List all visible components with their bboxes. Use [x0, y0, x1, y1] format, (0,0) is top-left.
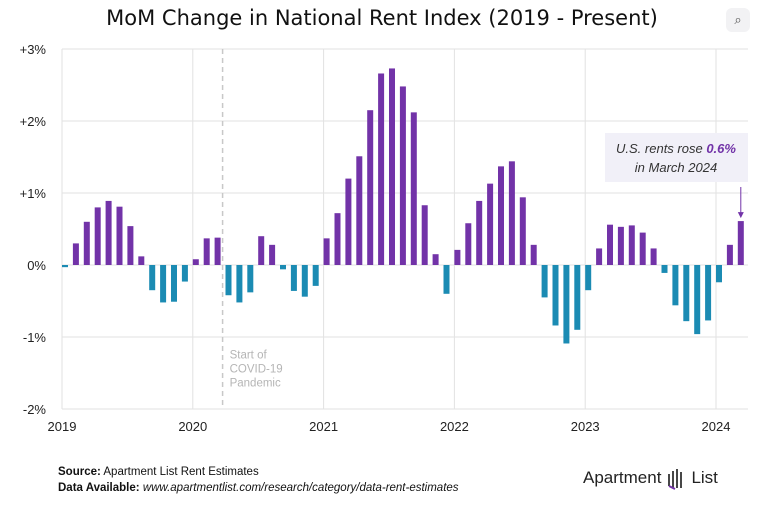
bar [399, 86, 406, 265]
bar [247, 265, 254, 293]
y-tick-label: +1% [20, 186, 47, 201]
callout-text: U.S. rents rose 0.6% [616, 141, 736, 156]
bar [203, 238, 210, 265]
bar [574, 265, 581, 330]
data-label: Data Available: [58, 482, 140, 494]
bar [389, 68, 395, 265]
bar [617, 226, 624, 265]
bar [225, 265, 232, 296]
bar [476, 200, 483, 265]
image-search-icon[interactable]: ⌕ [726, 8, 750, 32]
bar [737, 221, 744, 265]
bar [465, 223, 472, 265]
bar [62, 265, 68, 268]
logo-mark-icon [668, 469, 683, 490]
bar [694, 265, 701, 335]
bar [552, 265, 559, 326]
bar [116, 206, 123, 265]
bar [454, 249, 461, 265]
source-label: Source: [58, 466, 101, 478]
bar [334, 213, 341, 265]
source-text: Apartment List Rent Estimates [103, 466, 259, 478]
bar [726, 244, 733, 265]
bar [269, 244, 276, 265]
bar [280, 265, 286, 270]
bar [236, 265, 243, 303]
bar [563, 265, 570, 344]
bar [498, 166, 504, 265]
bar [160, 265, 167, 303]
bar [138, 256, 145, 265]
bar [312, 265, 319, 286]
chart-title: MoM Change in National Rent Index (2019 … [106, 6, 658, 30]
bar [650, 248, 657, 265]
bar [628, 225, 635, 265]
x-tick-label: 2024 [702, 419, 731, 434]
y-tick-label: +3% [20, 42, 47, 57]
x-tick-label: 2020 [178, 419, 207, 434]
x-tick-label: 2022 [440, 419, 469, 434]
bar [432, 254, 439, 265]
covid-annotation: Pandemic [230, 378, 281, 390]
x-tick-label: 2023 [571, 419, 600, 434]
bar [410, 112, 417, 265]
bar [356, 156, 363, 265]
callout-text-line2: in March 2024 [635, 160, 717, 175]
bar [596, 248, 603, 265]
bar [661, 265, 668, 273]
callout-box [605, 133, 748, 182]
bar [607, 224, 613, 265]
bar [127, 226, 134, 265]
data-url[interactable]: www.apartmentlist.com/research/category/… [142, 482, 459, 494]
bar [214, 237, 221, 265]
y-tick-label: +2% [20, 114, 47, 129]
bar [443, 265, 450, 294]
bar [683, 265, 690, 322]
bar [192, 259, 199, 265]
chart-plot: -2% -1% 0% +1% +2% +3% 2019 2020 2021 2022 2023 202… [20, 42, 748, 434]
bar [345, 178, 352, 265]
x-tick-label: 2021 [309, 419, 338, 434]
bar [171, 265, 177, 302]
bar [541, 265, 548, 298]
y-tick-label: -2% [23, 402, 47, 417]
bar [519, 197, 526, 265]
bar [301, 265, 308, 297]
bar [94, 207, 101, 265]
bar [705, 265, 712, 321]
y-tick-label: -1% [23, 330, 47, 345]
bar [508, 161, 515, 265]
bar [672, 265, 679, 306]
bar [530, 244, 537, 265]
callout-arrowhead-icon [737, 212, 744, 219]
bar [639, 232, 646, 265]
y-tick-label: 0% [27, 258, 46, 273]
bar [290, 265, 297, 291]
bar [105, 200, 112, 265]
bar [181, 265, 188, 282]
logo-left: Apartment [583, 468, 662, 487]
footer: Source: Apartment List Rent Estimates Da… [58, 464, 459, 496]
bar [367, 110, 374, 265]
bar [716, 265, 722, 283]
covid-annotation: Start of [230, 350, 268, 362]
bar [149, 265, 156, 291]
bar [421, 205, 428, 265]
x-tick-label: 2019 [48, 419, 77, 434]
bar [487, 183, 494, 265]
bar [323, 238, 330, 265]
bar [585, 265, 592, 291]
bar [378, 73, 385, 265]
covid-annotation: COVID-19 [230, 364, 283, 376]
bar [72, 243, 79, 265]
bar [258, 236, 265, 265]
logo-right: List [691, 468, 718, 487]
apartment-list-logo: Apartment List [583, 466, 718, 490]
bar [83, 221, 90, 265]
